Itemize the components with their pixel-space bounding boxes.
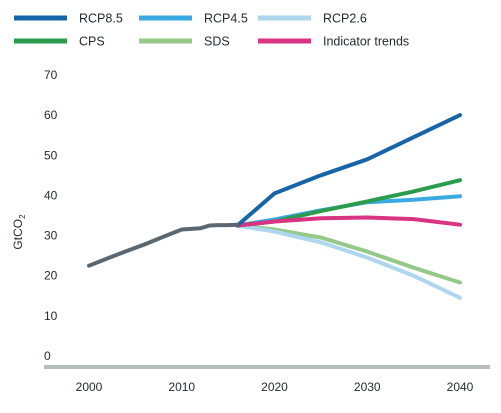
y-axis-ticks: 0 10 20 30 40 50 60 70	[44, 68, 58, 363]
y-tick-label: 10	[44, 309, 58, 323]
series-line-sds	[235, 223, 462, 285]
legend-label-rcp2-6: RCP2.6	[323, 12, 367, 26]
legend-label-cps: CPS	[79, 35, 105, 49]
y-axis-title: GtCO2	[11, 214, 27, 250]
y-tick-label: 20	[44, 269, 58, 283]
y-axis-label-subscript: 2	[18, 214, 27, 219]
x-tick-label: 2010	[168, 380, 195, 394]
x-tick-label: 2030	[354, 380, 381, 394]
y-tick-label: 40	[44, 188, 58, 202]
legend-label-indicator-trends: Indicator trends	[323, 35, 409, 49]
series-lines	[87, 113, 462, 300]
series-line-historical	[87, 222, 240, 268]
x-tick-label: 2020	[261, 380, 288, 394]
y-tick-label: 0	[44, 349, 51, 363]
series-line-rcp2-6	[235, 223, 462, 300]
legend-label-rcp8-5: RCP8.5	[79, 12, 123, 26]
y-tick-label: 30	[44, 229, 58, 243]
svg-text:GtCO2: GtCO2	[11, 214, 27, 250]
y-tick-label: 50	[44, 148, 58, 162]
y-tick-label: 70	[44, 68, 58, 82]
legend-label-rcp4-5: RCP4.5	[204, 12, 248, 26]
y-tick-label: 60	[44, 108, 58, 122]
legend: RCP8.5 RCP4.5 RCP2.6 CPS SDS Indicator trends	[14, 12, 409, 49]
series-line-indicator-trends	[235, 215, 462, 228]
legend-label-sds: SDS	[204, 35, 230, 49]
series-line-rcp8-5	[235, 113, 462, 228]
x-axis-ticks: 2000 2010 2020 2030 2040	[76, 380, 474, 394]
x-tick-label: 2000	[76, 380, 103, 394]
y-axis-label: GtCO	[11, 219, 25, 250]
x-tick-label: 2040	[447, 380, 474, 394]
